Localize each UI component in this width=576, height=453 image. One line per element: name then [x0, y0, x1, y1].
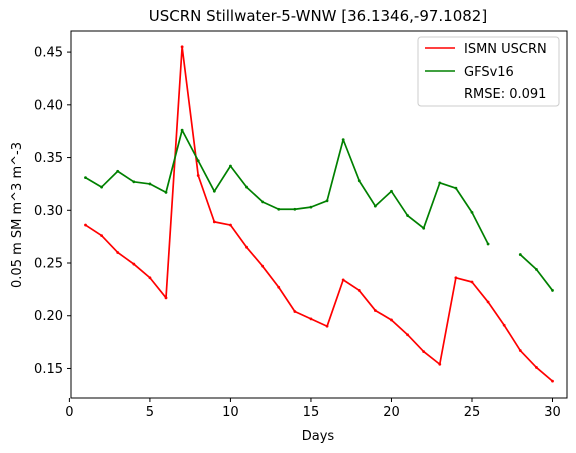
x-tick-label: 25: [464, 405, 481, 420]
x-tick-label: 15: [303, 405, 320, 420]
x-axis-label: Days: [302, 429, 335, 444]
legend-box: [417, 36, 560, 107]
y-tick-label: 0.40: [34, 98, 63, 113]
plot-area: [70, 30, 568, 399]
x-tick-label: 20: [383, 405, 400, 420]
legend-label-gfsv16: GFSv16: [464, 65, 514, 80]
y-tick-label: 0.30: [34, 204, 63, 219]
y-tick-label: 0.45: [34, 46, 63, 61]
legend: ISMN USCRN GFSv16 RMSE: 0.091: [417, 36, 560, 107]
y-tick-label: 0.35: [34, 151, 63, 166]
x-axis: 0 5 10 15 20 25 30: [65, 398, 561, 420]
chart-title: USCRN Stillwater-5-WNW [36.1346,-97.1082…: [149, 7, 487, 25]
series-line-gfsv16: [85, 129, 489, 245]
y-tick-label: 0.15: [34, 362, 63, 377]
y-axis: 0.15 0.20 0.25 0.30 0.35 0.40 0.45: [34, 46, 71, 377]
series-line-gfsv16: [519, 253, 554, 291]
x-tick-label: 10: [222, 405, 239, 420]
rmse-annotation: RMSE: 0.091: [464, 87, 546, 102]
series-line-ismn-uscrn: [85, 45, 554, 382]
y-axis-label: 0.05 m SM m^3 m^-3: [10, 142, 25, 288]
series-ismn-uscrn: [84, 45, 554, 383]
y-tick-label: 0.20: [34, 309, 63, 324]
series-layer: [84, 45, 554, 383]
legend-label-ismn-uscrn: ISMN USCRN: [464, 42, 547, 57]
x-tick-label: 0: [65, 405, 73, 420]
series-gfsv16: [84, 128, 554, 292]
y-tick-label: 0.25: [34, 257, 63, 272]
x-tick-label: 5: [146, 405, 154, 420]
x-tick-label: 30: [544, 405, 561, 420]
